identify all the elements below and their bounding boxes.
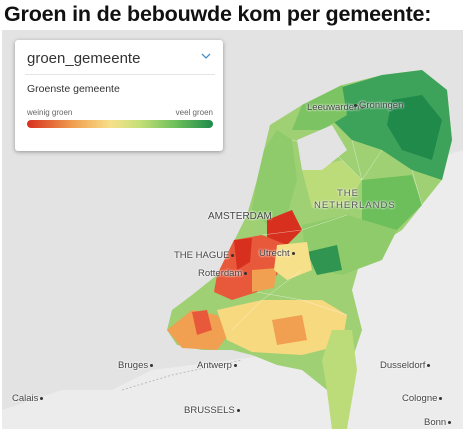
region-north-holland [252, 130, 297, 225]
region-flevoland [302, 160, 362, 208]
label-the-hague: THE HAGUE [174, 250, 236, 261]
region-limburg [322, 330, 357, 429]
label-dusseldorf: Dusseldorf [380, 360, 432, 371]
label-brussels: BRUSSELS [184, 405, 242, 416]
label-groningen: Groningen [352, 100, 403, 111]
region-south-holland [214, 235, 287, 300]
layer-panel: groen_gemeente Groenste gemeente weinig … [15, 40, 223, 151]
region-brabant-orange [272, 315, 307, 345]
neighbour-land-west [2, 390, 122, 429]
layer-select[interactable]: groen_gemeente [25, 46, 215, 75]
legend-low-label: weinig groen [27, 108, 73, 117]
label-bonn: Bonn [424, 417, 453, 428]
region-rotterdam [252, 268, 277, 292]
legend-high-label: veel groen [175, 108, 213, 117]
ijsselmeer [297, 125, 347, 170]
layer-select-value: groen_gemeente [27, 50, 141, 67]
label-rotterdam: Rotterdam [198, 268, 249, 279]
label-calais: Calais [12, 393, 45, 404]
region-friesland [292, 85, 347, 130]
region-overijssel [362, 175, 422, 230]
label-cologne: Cologne [402, 393, 444, 404]
region-groningen [387, 95, 442, 160]
label-utrecht: Utrecht [259, 248, 297, 259]
region-veluwe [307, 245, 342, 275]
label-amsterdam: AMSTERDAM [208, 211, 272, 222]
region-utrecht [274, 242, 312, 280]
legend-title: Groenste gemeente [27, 83, 120, 95]
label-country-the: THE [337, 188, 359, 199]
chevron-down-icon[interactable] [201, 52, 211, 60]
border-line [121, 359, 243, 391]
legend-color-bar [27, 120, 213, 128]
label-country-netherlands: NETHERLANDS [314, 200, 396, 211]
page-title: Groen in de bebouwde kom per gemeente: [4, 2, 432, 26]
label-bruges: Bruges [118, 360, 155, 371]
label-antwerp: Antwerp [197, 360, 239, 371]
region-the-hague [234, 238, 252, 270]
label-leeuwarden: Leeuwarden [307, 102, 366, 113]
region-amsterdam [267, 210, 302, 245]
region-zeeland-red [192, 310, 212, 335]
